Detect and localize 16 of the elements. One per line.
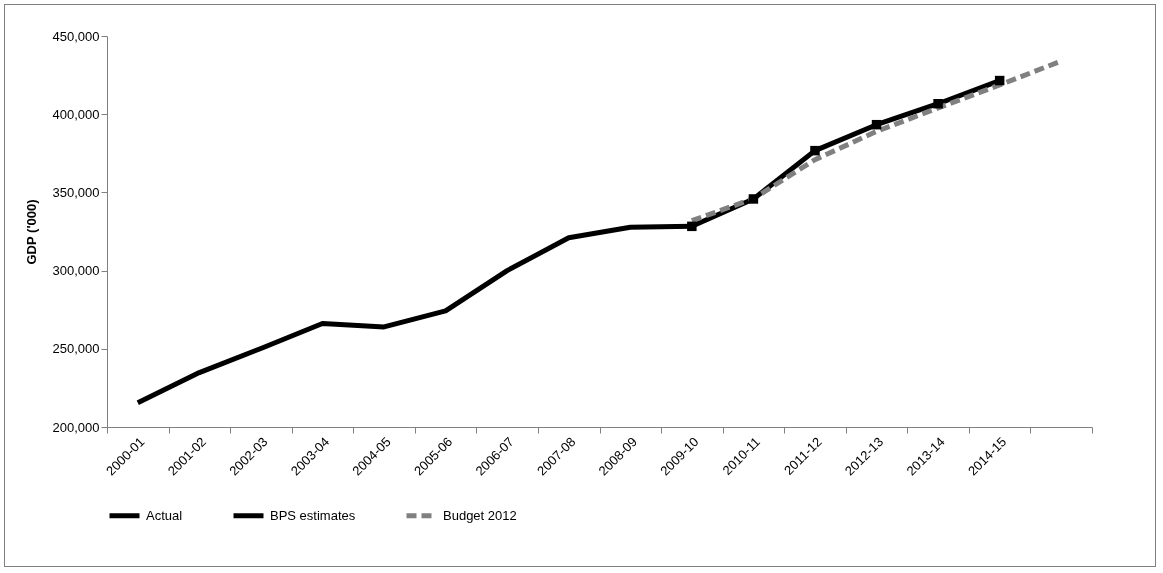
y-axis-title: GDP ('000)	[23, 199, 39, 265]
point	[810, 145, 820, 156]
legend-label: Budget 2012	[443, 507, 517, 523]
point	[748, 194, 759, 204]
y-tick-label: 350,000	[52, 184, 100, 200]
point	[687, 221, 697, 232]
point	[994, 75, 1005, 86]
y-tick-label: 450,000	[52, 28, 100, 44]
point	[933, 98, 943, 109]
legend-label: BPS estimates	[270, 507, 356, 523]
y-tick-label: 250,000	[52, 341, 100, 357]
y-tick-label: 200,000	[52, 419, 100, 435]
y-tick-label: 300,000	[52, 263, 100, 279]
legend-label: Actual	[146, 507, 183, 523]
point	[871, 119, 882, 130]
y-tick-label: 400,000	[52, 106, 100, 122]
